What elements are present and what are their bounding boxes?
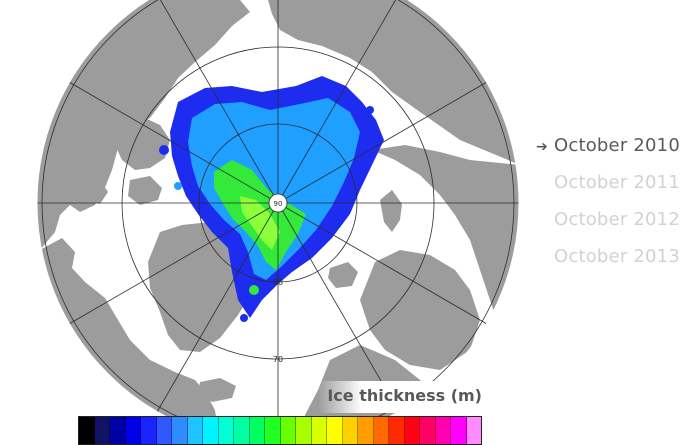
- month-option-october-2013[interactable]: ➔October 2013: [536, 239, 680, 276]
- month-option-october-2011[interactable]: ➔October 2011: [536, 165, 680, 202]
- land-scandinavia: [360, 250, 480, 370]
- colorbar-segment: [79, 417, 95, 444]
- month-option-october-2012[interactable]: ➔October 2012: [536, 202, 680, 239]
- month-option-october-2010[interactable]: ➔ October 2010: [536, 128, 680, 165]
- colorbar-segment: [156, 417, 172, 444]
- colorbar-segment: [404, 417, 420, 444]
- arrow-right-icon: ➔: [536, 139, 548, 155]
- pole-hole: [268, 193, 288, 213]
- land-island-a: [128, 176, 162, 205]
- land-island-b: [85, 180, 108, 204]
- colorbar-segment: [435, 417, 451, 444]
- colorbar-segment: [203, 417, 219, 444]
- pole-label: 90: [274, 200, 283, 208]
- colorbar-segment: [234, 417, 250, 444]
- legend-title-panel: Ice thickness (m): [318, 381, 488, 413]
- colorbar-segment: [125, 417, 141, 444]
- colorbar-segment: [327, 417, 343, 444]
- ice-mid: [188, 98, 360, 280]
- colorbar-segment: [110, 417, 126, 444]
- colorbar-segment: [389, 417, 405, 444]
- ice-floe-6: [366, 106, 374, 114]
- colorbar-segment: [311, 417, 327, 444]
- meridian-30w: [156, 202, 279, 413]
- colorbar-segment: [94, 417, 110, 444]
- land-eurasia-east: [372, 145, 519, 340]
- colorbar-segment: [373, 417, 389, 444]
- colorbar-segment: [172, 417, 188, 444]
- month-option-label: October 2012: [554, 209, 680, 230]
- month-selector: ➔ October 2010 ➔October 2011 ➔October 201…: [536, 128, 680, 276]
- latitude-label-70: 70: [273, 355, 283, 364]
- land-svalbard: [328, 262, 358, 288]
- colorbar-segment: [187, 417, 203, 444]
- latitude-label-80: 80: [273, 278, 283, 287]
- colorbar-segment: [451, 417, 467, 444]
- meridian-150w: [156, 0, 279, 204]
- month-option-label: October 2010: [554, 135, 680, 156]
- land-siberia: [268, 0, 519, 165]
- colorbar-segment: [296, 417, 312, 444]
- land-novaya-zemlya: [380, 190, 402, 232]
- month-option-label: October 2013: [554, 246, 680, 267]
- ice-floe-5: [339, 91, 349, 101]
- legend-title: Ice thickness (m): [327, 386, 482, 405]
- meridian-60e: [277, 202, 488, 325]
- ice-floe-1: [159, 145, 169, 155]
- colorbar-segment: [141, 417, 157, 444]
- ice-floe-3: [240, 314, 248, 322]
- month-option-label: October 2011: [554, 172, 680, 193]
- meridian-150e: [277, 0, 400, 204]
- colorbar-segment: [265, 417, 281, 444]
- colorbar-segment: [342, 417, 358, 444]
- colorbar-segment: [358, 417, 374, 444]
- ice-thick-2: [240, 196, 280, 250]
- land-iceland: [198, 378, 236, 402]
- meridian-120e: [277, 81, 488, 204]
- colorbar-segment: [280, 417, 296, 444]
- meridian-120w: [68, 81, 279, 204]
- ice-floe-4: [249, 285, 259, 295]
- meridian-30e: [277, 202, 400, 413]
- colorbar-segment: [466, 417, 481, 444]
- colorbar-segment: [218, 417, 234, 444]
- colorbar-segment: [249, 417, 265, 444]
- ice-thickness-colorbar: [78, 416, 482, 445]
- meridian-60w: [68, 202, 279, 325]
- colorbar-segment: [420, 417, 436, 444]
- ice-floe-2: [174, 182, 182, 190]
